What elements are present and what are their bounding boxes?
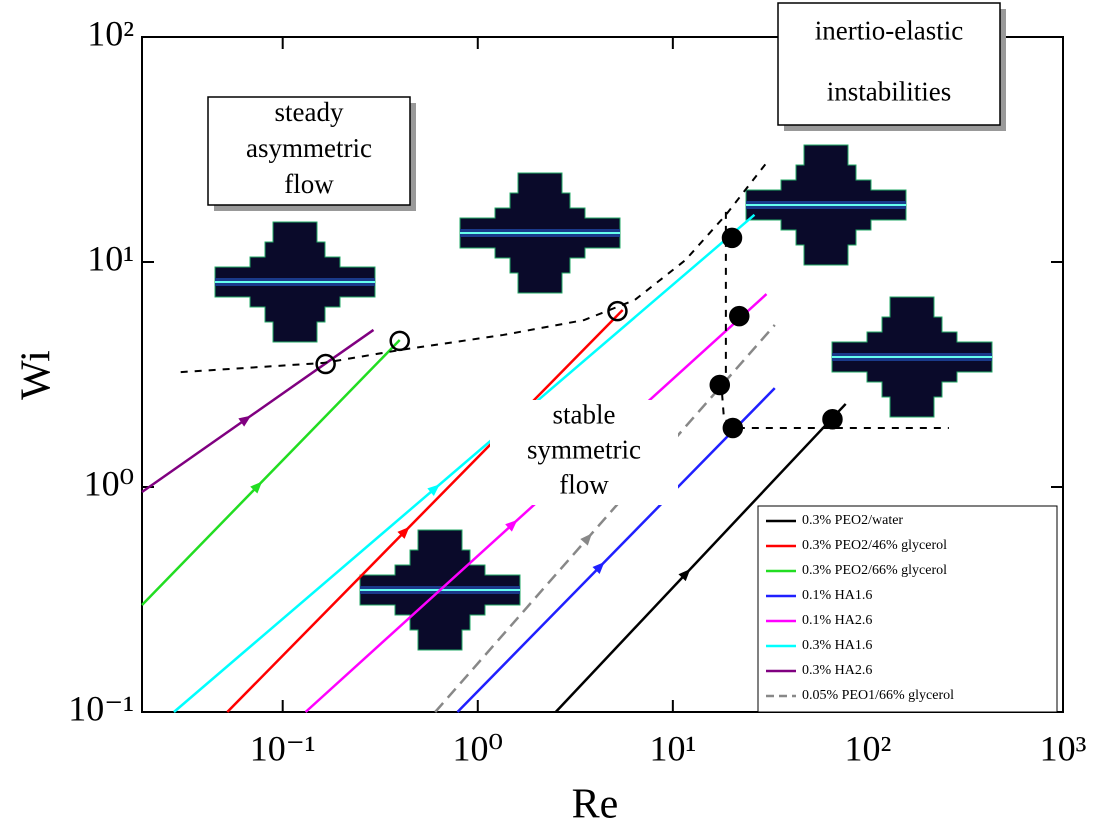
x-tick-label: 10⁻¹	[250, 728, 316, 768]
annotation-box	[207, 96, 411, 206]
filled-point	[721, 227, 743, 249]
plot-frame	[141, 36, 1064, 713]
y-tick-label: 10¹	[87, 238, 134, 278]
direction-arrow	[250, 481, 263, 494]
y-axis-label: Wi	[14, 350, 60, 400]
y-tick-label: 10⁻¹	[68, 688, 134, 728]
open-point	[607, 300, 628, 322]
filled-point	[729, 305, 750, 327]
filled-point	[722, 417, 744, 439]
annotation-box	[777, 2, 1001, 126]
annotation-text: instabilities	[827, 77, 952, 107]
series-line	[456, 387, 776, 713]
series-line	[141, 339, 401, 606]
direction-arrow	[397, 526, 410, 539]
legend-label: 0.1% HA2.6	[802, 613, 872, 628]
direction-arrow	[592, 561, 605, 575]
legend-label: 0.3% PEO2/66% glycerol	[802, 563, 947, 578]
x-tick-label: 10²	[845, 728, 892, 768]
annotation-box	[490, 400, 678, 505]
x-tick-label: 10⁰	[453, 728, 503, 768]
annotation-text: symmetric	[527, 435, 641, 465]
annotation-text: steady	[275, 97, 344, 127]
boundary-line	[180, 159, 770, 374]
annotation-text: stable	[553, 400, 616, 430]
series-line	[554, 403, 847, 713]
annotation-text: asymmetric	[246, 133, 372, 163]
x-axis-label: Re	[572, 782, 619, 828]
flow-image	[214, 221, 376, 343]
annotation-text: inertio-elastic	[815, 16, 963, 46]
legend-label: 0.05% PEO1/66% glycerol	[802, 688, 954, 703]
legend-label: 0.1% HA1.6	[802, 588, 872, 603]
flow-image	[831, 296, 993, 418]
x-tick-label: 10¹	[649, 728, 696, 768]
legend-label: 0.3% PEO2/46% glycerol	[802, 538, 947, 553]
direction-arrow	[505, 519, 518, 532]
legend-label: 0.3% HA2.6	[802, 663, 872, 678]
annotation-text: flow	[284, 169, 334, 199]
flow-image	[459, 172, 621, 294]
series-line	[141, 328, 375, 494]
open-point	[315, 353, 336, 375]
series-line	[226, 309, 624, 713]
x-tick-label: 10³	[1040, 728, 1087, 768]
boundary-line	[721, 211, 949, 429]
y-tick-label: 10⁰	[84, 463, 134, 503]
filled-point	[822, 409, 843, 430]
y-tick-label: 10²	[87, 13, 134, 53]
legend-label: 0.3% HA1.6	[802, 638, 872, 653]
direction-arrow	[427, 484, 440, 496]
direction-arrow	[238, 415, 252, 427]
direction-arrow	[580, 533, 592, 546]
annotation-text: flow	[559, 470, 609, 500]
filled-point	[709, 374, 731, 396]
legend-box	[757, 505, 1058, 713]
series-line	[173, 213, 756, 713]
flow-image	[745, 144, 907, 266]
direction-arrow	[678, 568, 691, 582]
open-point	[389, 330, 410, 352]
legend-label: 0.3% PEO2/water	[802, 513, 903, 528]
